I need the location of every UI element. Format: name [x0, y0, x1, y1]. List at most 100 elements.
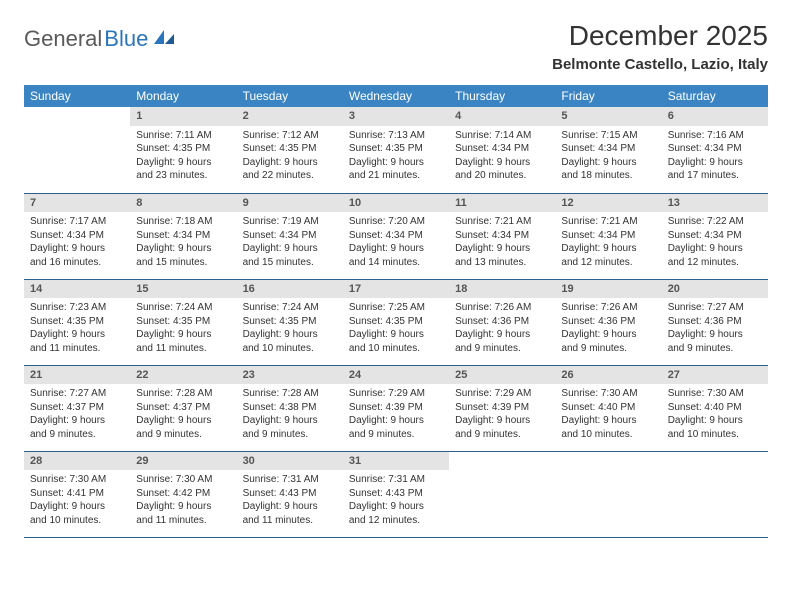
- day-body: Sunrise: 7:30 AMSunset: 4:41 PMDaylight:…: [24, 470, 130, 531]
- sunset-text: Sunset: 4:37 PM: [136, 401, 230, 415]
- daylight-text: Daylight: 9 hours and 15 minutes.: [136, 242, 230, 269]
- sunset-text: Sunset: 4:35 PM: [243, 142, 337, 156]
- sunrise-text: Sunrise: 7:19 AM: [243, 215, 337, 229]
- day-number: 1: [130, 107, 236, 126]
- sunrise-text: Sunrise: 7:30 AM: [136, 473, 230, 487]
- daylight-text: Daylight: 9 hours and 9 minutes.: [243, 414, 337, 441]
- day-number: 10: [343, 194, 449, 213]
- day-number: 29: [130, 452, 236, 471]
- calendar-day-cell: 4Sunrise: 7:14 AMSunset: 4:34 PMDaylight…: [449, 107, 555, 193]
- weekday-header: Saturday: [662, 85, 768, 107]
- calendar-day-cell: 3Sunrise: 7:13 AMSunset: 4:35 PMDaylight…: [343, 107, 449, 193]
- calendar-day-cell: 21Sunrise: 7:27 AMSunset: 4:37 PMDayligh…: [24, 365, 130, 451]
- sunset-text: Sunset: 4:34 PM: [136, 229, 230, 243]
- daylight-text: Daylight: 9 hours and 13 minutes.: [455, 242, 549, 269]
- day-number: 18: [449, 280, 555, 299]
- day-number: 12: [555, 194, 661, 213]
- daylight-text: Daylight: 9 hours and 11 minutes.: [243, 500, 337, 527]
- daylight-text: Daylight: 9 hours and 11 minutes.: [136, 328, 230, 355]
- sunset-text: Sunset: 4:36 PM: [455, 315, 549, 329]
- calendar-day-cell: 18Sunrise: 7:26 AMSunset: 4:36 PMDayligh…: [449, 279, 555, 365]
- day-number: 5: [555, 107, 661, 126]
- day-body: Sunrise: 7:24 AMSunset: 4:35 PMDaylight:…: [130, 298, 236, 359]
- day-number: 19: [555, 280, 661, 299]
- weekday-header-row: Sunday Monday Tuesday Wednesday Thursday…: [24, 85, 768, 107]
- calendar-day-cell: 23Sunrise: 7:28 AMSunset: 4:38 PMDayligh…: [237, 365, 343, 451]
- day-number: 30: [237, 452, 343, 471]
- calendar-day-cell: 25Sunrise: 7:29 AMSunset: 4:39 PMDayligh…: [449, 365, 555, 451]
- sunrise-text: Sunrise: 7:11 AM: [136, 129, 230, 143]
- calendar-day-cell: 19Sunrise: 7:26 AMSunset: 4:36 PMDayligh…: [555, 279, 661, 365]
- calendar-day-cell: 1Sunrise: 7:11 AMSunset: 4:35 PMDaylight…: [130, 107, 236, 193]
- daylight-text: Daylight: 9 hours and 10 minutes.: [243, 328, 337, 355]
- sunrise-text: Sunrise: 7:22 AM: [668, 215, 762, 229]
- sunset-text: Sunset: 4:35 PM: [30, 315, 124, 329]
- daylight-text: Daylight: 9 hours and 11 minutes.: [136, 500, 230, 527]
- sunset-text: Sunset: 4:39 PM: [349, 401, 443, 415]
- day-body: Sunrise: 7:25 AMSunset: 4:35 PMDaylight:…: [343, 298, 449, 359]
- day-body: Sunrise: 7:30 AMSunset: 4:40 PMDaylight:…: [555, 384, 661, 445]
- day-number: 21: [24, 366, 130, 385]
- day-body: Sunrise: 7:31 AMSunset: 4:43 PMDaylight:…: [343, 470, 449, 531]
- calendar-day-cell: 16Sunrise: 7:24 AMSunset: 4:35 PMDayligh…: [237, 279, 343, 365]
- daylight-text: Daylight: 9 hours and 10 minutes.: [561, 414, 655, 441]
- weekday-header: Monday: [130, 85, 236, 107]
- daylight-text: Daylight: 9 hours and 22 minutes.: [243, 156, 337, 183]
- sunset-text: Sunset: 4:34 PM: [668, 229, 762, 243]
- sunset-text: Sunset: 4:34 PM: [561, 142, 655, 156]
- day-number: 13: [662, 194, 768, 213]
- sunrise-text: Sunrise: 7:30 AM: [30, 473, 124, 487]
- sunset-text: Sunset: 4:35 PM: [349, 315, 443, 329]
- sunset-text: Sunset: 4:40 PM: [561, 401, 655, 415]
- sunset-text: Sunset: 4:35 PM: [136, 142, 230, 156]
- day-body: Sunrise: 7:26 AMSunset: 4:36 PMDaylight:…: [555, 298, 661, 359]
- calendar-day-cell: 26Sunrise: 7:30 AMSunset: 4:40 PMDayligh…: [555, 365, 661, 451]
- sunrise-text: Sunrise: 7:26 AM: [561, 301, 655, 315]
- daylight-text: Daylight: 9 hours and 15 minutes.: [243, 242, 337, 269]
- calendar-day-cell: 11Sunrise: 7:21 AMSunset: 4:34 PMDayligh…: [449, 193, 555, 279]
- sunset-text: Sunset: 4:35 PM: [136, 315, 230, 329]
- sunset-text: Sunset: 4:38 PM: [243, 401, 337, 415]
- logo-sail-icon: [152, 26, 176, 52]
- sunrise-text: Sunrise: 7:28 AM: [243, 387, 337, 401]
- brand-word-1: General: [24, 26, 102, 52]
- day-body: Sunrise: 7:27 AMSunset: 4:36 PMDaylight:…: [662, 298, 768, 359]
- calendar-day-cell: [449, 451, 555, 537]
- weekday-header: Tuesday: [237, 85, 343, 107]
- sunrise-text: Sunrise: 7:21 AM: [455, 215, 549, 229]
- day-number: 8: [130, 194, 236, 213]
- day-body: Sunrise: 7:28 AMSunset: 4:38 PMDaylight:…: [237, 384, 343, 445]
- brand-logo: GeneralBlue: [24, 26, 176, 52]
- day-body: Sunrise: 7:29 AMSunset: 4:39 PMDaylight:…: [343, 384, 449, 445]
- calendar-day-cell: 9Sunrise: 7:19 AMSunset: 4:34 PMDaylight…: [237, 193, 343, 279]
- sunset-text: Sunset: 4:34 PM: [30, 229, 124, 243]
- sunrise-text: Sunrise: 7:12 AM: [243, 129, 337, 143]
- daylight-text: Daylight: 9 hours and 10 minutes.: [349, 328, 443, 355]
- calendar-day-cell: 12Sunrise: 7:21 AMSunset: 4:34 PMDayligh…: [555, 193, 661, 279]
- day-body: Sunrise: 7:14 AMSunset: 4:34 PMDaylight:…: [449, 126, 555, 187]
- sunrise-text: Sunrise: 7:14 AM: [455, 129, 549, 143]
- day-number: 17: [343, 280, 449, 299]
- day-number: 23: [237, 366, 343, 385]
- sunrise-text: Sunrise: 7:23 AM: [30, 301, 124, 315]
- day-number: 31: [343, 452, 449, 471]
- sunset-text: Sunset: 4:34 PM: [243, 229, 337, 243]
- daylight-text: Daylight: 9 hours and 10 minutes.: [668, 414, 762, 441]
- day-body: Sunrise: 7:27 AMSunset: 4:37 PMDaylight:…: [24, 384, 130, 445]
- sunrise-text: Sunrise: 7:29 AM: [349, 387, 443, 401]
- sunset-text: Sunset: 4:36 PM: [561, 315, 655, 329]
- daylight-text: Daylight: 9 hours and 17 minutes.: [668, 156, 762, 183]
- daylight-text: Daylight: 9 hours and 16 minutes.: [30, 242, 124, 269]
- day-body: Sunrise: 7:12 AMSunset: 4:35 PMDaylight:…: [237, 126, 343, 187]
- sunrise-text: Sunrise: 7:18 AM: [136, 215, 230, 229]
- day-number: 24: [343, 366, 449, 385]
- day-body: Sunrise: 7:24 AMSunset: 4:35 PMDaylight:…: [237, 298, 343, 359]
- sunrise-text: Sunrise: 7:30 AM: [561, 387, 655, 401]
- sunrise-text: Sunrise: 7:21 AM: [561, 215, 655, 229]
- day-number: 4: [449, 107, 555, 126]
- brand-word-2: Blue: [104, 26, 148, 52]
- day-number: 25: [449, 366, 555, 385]
- calendar-day-cell: 10Sunrise: 7:20 AMSunset: 4:34 PMDayligh…: [343, 193, 449, 279]
- day-body: Sunrise: 7:21 AMSunset: 4:34 PMDaylight:…: [555, 212, 661, 273]
- sunrise-text: Sunrise: 7:24 AM: [136, 301, 230, 315]
